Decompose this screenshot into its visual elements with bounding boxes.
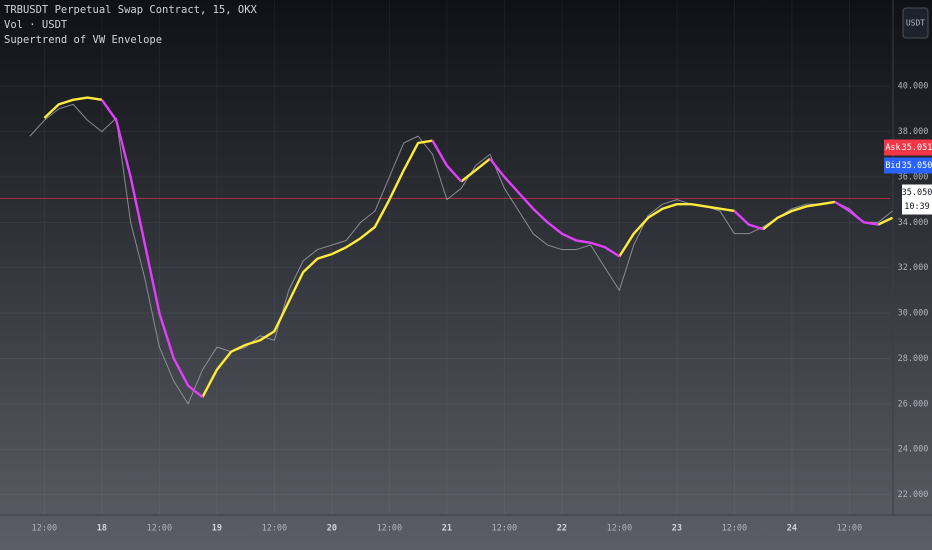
x-tick-label: 12:00 [147,524,173,534]
series-line [201,139,433,398]
series-line [618,202,735,258]
currency-button-label[interactable]: USDT [906,19,925,28]
series-line [834,200,879,226]
y-tick-label: 36.000 [898,172,929,182]
ask-price: 35.051 [902,143,932,153]
x-tick-label: 19 [212,524,222,534]
ask-tag [884,139,902,156]
x-tick-label: 12:00 [32,524,58,534]
x-tick-label: 24 [787,524,797,534]
bid-price-box [902,157,932,174]
series-line [877,216,894,226]
y-tick-label: 28.000 [898,354,929,364]
x-tick-label: 22 [557,524,567,534]
x-tick-label: 12:00 [837,524,863,534]
x-tick-label: 12:00 [722,524,748,534]
x-tick-label: 12:00 [377,524,403,534]
series-line [431,140,463,183]
x-tick-label: 12:00 [262,524,288,534]
legend-line: TRBUSDT Perpetual Swap Contract, 15, OKX [4,4,258,16]
series-line [733,210,764,231]
x-tick-label: 12:00 [607,524,633,534]
y-tick-label: 22.000 [898,490,929,500]
last-price-box [902,184,932,215]
x-tick-label: 18 [97,524,107,534]
countdown: 10:39 [904,202,930,212]
legend: TRBUSDT Perpetual Swap Contract, 15, OKX… [4,4,258,46]
series-line [460,157,491,183]
y-tick-label: 26.000 [898,399,929,409]
y-tick-label: 38.000 [898,127,929,137]
bid-tag [884,157,902,174]
series-line [762,200,836,231]
series-line [43,96,103,119]
x-tick-label: 12:00 [492,524,518,534]
last-price-label: 35.050 [902,188,932,198]
legend-line: Supertrend of VW Envelope [4,34,162,46]
series-line [489,158,621,258]
bid-tag-label: Bid [885,161,900,171]
series-line [29,103,893,405]
x-tick-label: 21 [442,524,452,534]
y-tick-label: 40.000 [898,82,929,92]
y-tick-label: 34.000 [898,218,929,228]
legend-line: Vol · USDT [4,19,68,31]
bid-price: 35.050 [902,161,932,171]
y-tick-label: 24.000 [898,445,929,455]
ask-price-box [902,139,932,156]
series-line [100,99,204,398]
x-tick-label: 20 [327,524,337,534]
y-tick-label: 30.000 [898,309,929,319]
y-tick-label: 32.000 [898,263,929,273]
currency-button[interactable] [902,7,929,39]
ask-tag-label: Ask [885,143,900,153]
x-tick-label: 23 [672,524,682,534]
